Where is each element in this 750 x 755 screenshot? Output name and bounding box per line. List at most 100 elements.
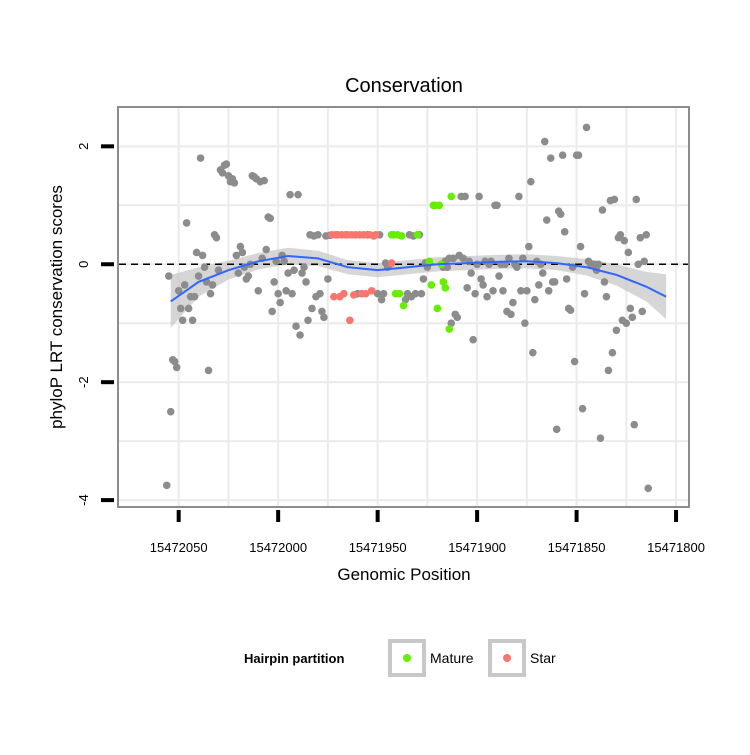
- point-other: [634, 260, 643, 269]
- y-tick-label: 0: [76, 261, 91, 268]
- point-other: [244, 272, 253, 280]
- point-other: [238, 248, 247, 257]
- point-other: [318, 307, 326, 316]
- legend-dot-mature: [403, 654, 411, 662]
- point-star: [359, 230, 368, 239]
- point-other: [266, 214, 275, 223]
- point-other: [324, 275, 332, 283]
- point-other: [505, 254, 513, 263]
- point-star: [361, 289, 370, 298]
- point-other: [282, 286, 290, 295]
- chart-title: Conservation: [345, 75, 463, 97]
- point-star: [340, 289, 348, 298]
- point-mature: [435, 201, 444, 210]
- point-other: [640, 257, 649, 266]
- point-star: [330, 292, 338, 301]
- point-mature: [441, 284, 450, 292]
- x-tick-label: 15471900: [448, 540, 506, 555]
- point-other: [483, 292, 491, 301]
- point-other: [302, 278, 310, 286]
- point-other: [632, 195, 641, 204]
- point-other: [174, 286, 183, 295]
- point-other: [600, 278, 609, 286]
- point-other: [459, 254, 467, 263]
- point-other: [499, 286, 507, 295]
- point-other: [525, 242, 533, 251]
- point-other: [284, 269, 292, 277]
- point-other: [610, 195, 619, 204]
- point-other: [447, 319, 456, 328]
- point-mature: [439, 278, 448, 286]
- point-other: [580, 289, 589, 298]
- point-other: [196, 154, 205, 162]
- point-other: [212, 233, 221, 242]
- points-layer: [162, 123, 653, 493]
- point-other: [638, 307, 647, 316]
- point-other: [236, 242, 245, 251]
- point-other: [636, 233, 645, 242]
- point-other: [594, 260, 603, 269]
- point-other: [260, 176, 269, 185]
- point-other: [624, 248, 633, 257]
- point-other: [276, 298, 284, 307]
- point-other: [562, 275, 571, 283]
- point-other: [479, 281, 487, 289]
- point-other: [538, 269, 547, 277]
- point-mature: [433, 304, 442, 313]
- point-other: [550, 278, 559, 286]
- y-tick-label: 2: [76, 143, 91, 150]
- point-other: [531, 295, 539, 304]
- point-other: [280, 257, 288, 266]
- point-other: [469, 335, 477, 344]
- point-other: [467, 269, 475, 277]
- point-other: [453, 313, 462, 322]
- point-other: [162, 481, 171, 490]
- point-other: [509, 298, 517, 307]
- point-other: [463, 284, 471, 292]
- point-other: [206, 289, 215, 298]
- point-other: [232, 251, 241, 260]
- point-other: [598, 206, 607, 214]
- point-mature: [395, 289, 404, 298]
- point-other: [308, 304, 316, 313]
- point-other: [204, 366, 213, 375]
- point-other: [552, 425, 561, 434]
- point-other: [544, 286, 553, 295]
- point-other: [411, 289, 420, 298]
- point-star: [349, 291, 358, 299]
- point-mature: [425, 257, 434, 266]
- point-other: [558, 151, 567, 159]
- point-other: [546, 154, 555, 162]
- point-mature: [447, 192, 456, 201]
- point-other: [188, 316, 197, 325]
- x-tick-label: 15471950: [349, 540, 407, 555]
- x-tick-label: 15471850: [548, 540, 606, 555]
- point-other: [290, 266, 298, 274]
- point-other: [449, 254, 458, 263]
- point-other: [604, 366, 613, 375]
- point-other: [288, 289, 296, 298]
- point-other: [542, 216, 551, 224]
- panel-border: [117, 106, 690, 508]
- point-other: [495, 272, 503, 280]
- point-other: [620, 236, 629, 245]
- point-other: [184, 304, 193, 313]
- point-other: [192, 248, 201, 257]
- point-other: [443, 263, 452, 272]
- y-tick-label: -4: [76, 494, 91, 506]
- point-other: [274, 289, 282, 298]
- point-other: [521, 319, 529, 328]
- point-other: [642, 230, 651, 239]
- point-mature: [397, 232, 406, 240]
- point-other: [298, 269, 306, 277]
- point-other: [570, 357, 579, 366]
- point-other: [178, 316, 187, 325]
- point-other: [262, 245, 271, 254]
- legend-dot-star: [503, 654, 511, 662]
- point-other: [582, 123, 591, 132]
- point-other: [461, 192, 469, 201]
- point-other: [292, 322, 300, 330]
- point-other: [574, 151, 583, 159]
